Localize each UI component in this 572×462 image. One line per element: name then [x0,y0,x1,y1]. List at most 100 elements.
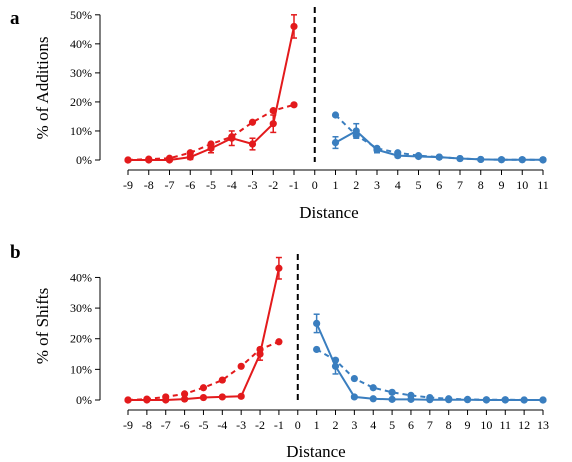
data-point [482,396,491,404]
data-point [520,396,528,404]
x-tick-label: -8 [144,178,154,192]
y-axis-title: % of Additions [33,37,52,140]
data-point [124,396,132,404]
series-line-solid [128,268,280,401]
y-tick-label: 30% [70,301,92,315]
data-point [331,111,340,119]
y-tick-label: 30% [70,66,92,80]
x-axis-title: Distance [286,442,345,461]
data-point [497,156,506,164]
panel-label: b [10,242,21,263]
data-point [186,149,194,157]
series-line-dashed [334,114,544,161]
x-tick-label: 2 [353,178,359,192]
y-tick-label: 20% [70,332,92,346]
x-tick-label: 10 [480,418,492,432]
data-point [477,155,485,164]
data-point [248,140,257,148]
data-point [145,155,153,163]
x-tick-label: 8 [446,418,452,432]
data-point [218,376,226,384]
data-point [162,393,170,401]
x-tick-label: -7 [161,418,171,432]
data-point [539,156,547,164]
data-point [290,101,298,109]
x-tick-label: -2 [255,418,265,432]
data-point [180,390,189,398]
data-point [218,393,226,401]
x-tick-label: 7 [457,178,463,192]
data-point [426,393,434,402]
x-tick-label: -4 [217,418,227,432]
x-tick-label: 5 [389,418,395,432]
data-point [237,362,245,370]
y-tick-label: 40% [70,37,92,51]
data-point [350,393,358,401]
series-line-solid [128,26,295,161]
x-tick-label: -8 [142,418,152,432]
x-tick-label: -5 [198,418,208,432]
data-point [313,319,321,328]
data-point [414,152,423,160]
data-point [248,118,257,126]
x-tick-label: -4 [227,178,237,192]
series-line-solid [315,322,543,401]
x-tick-label: -6 [180,418,190,432]
panel-a: a % of Additions Distance 0% 10% 20% 30% 40%… [10,7,549,222]
data-point [256,345,264,354]
x-tick-label: 4 [370,418,376,432]
y-tick-label: 10% [70,124,92,138]
data-point [373,144,381,152]
data-point [199,384,208,392]
data-point [518,156,526,164]
data-point [269,107,277,115]
y-axis-title: % of Shifts [33,288,52,365]
x-tick-label: 11 [499,418,511,432]
x-tick-label: -6 [185,178,195,192]
data-point [369,395,377,403]
x-tick-label: 5 [416,178,422,192]
x-tick-label: 3 [374,178,380,192]
y-tick-label: 40% [70,270,92,284]
x-tick-label: 8 [478,178,484,192]
data-point [501,396,509,404]
data-point [394,149,402,157]
y-tick-label: 50% [70,8,92,22]
x-tick-label: 10 [516,178,528,192]
y-tick-label: 10% [70,362,92,376]
x-axis-title: Distance [299,203,358,222]
data-point [207,140,215,148]
x-tick-label: -1 [274,418,284,432]
x-tick-label: -2 [268,178,278,192]
y-tick-label: 0% [76,393,92,407]
x-tick-label: 13 [537,418,549,432]
data-point [124,156,132,164]
x-tick-label: -5 [206,178,216,192]
y-tick-label: 20% [70,95,92,109]
x-tick-label: 0 [295,418,301,432]
data-point [352,131,360,139]
x-tick-label: -9 [123,418,133,432]
data-point [369,384,377,392]
data-point [456,154,464,163]
x-tick-label: -3 [236,418,246,432]
data-point [165,154,174,162]
data-point [388,395,396,403]
x-tick-label: 0 [312,178,318,192]
x-tick-label: 9 [465,418,471,432]
x-tick-label: 4 [395,178,401,192]
panel-label: a [10,8,20,29]
x-tick-label: 1 [314,418,320,432]
x-tick-label: 3 [351,418,357,432]
y-tick-label: 0% [76,153,92,167]
panel-b: b % of Shifts Distance 0%10%20%30%40%-9-… [10,242,549,461]
data-point [350,374,358,383]
x-tick-label: -7 [165,178,175,192]
data-point [199,393,208,402]
data-point [331,362,340,370]
data-point [331,138,340,147]
data-point [180,395,189,403]
x-tick-label: -1 [289,178,299,192]
data-point [228,133,236,141]
